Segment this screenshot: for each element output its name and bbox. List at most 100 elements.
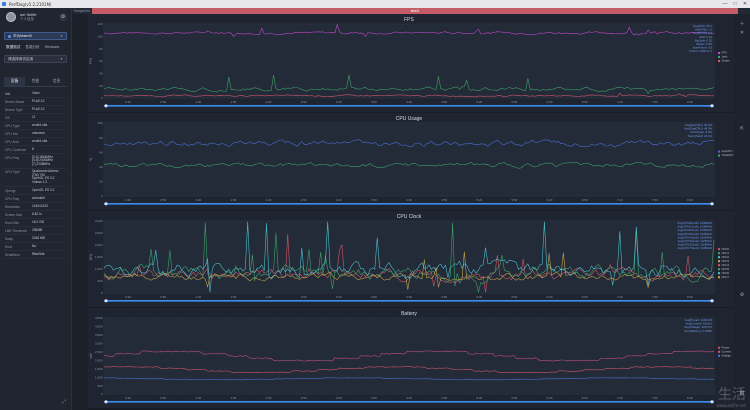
info-value: PLA0-10 — [32, 98, 45, 103]
legend-stat: Avg(Voltage): 4227mV — [684, 325, 712, 329]
chart-cpu[interactable]: CPU Usage% 100 80 60 40 20 0 0:20 0:50 1:20 1:50 2:… — [88, 113, 750, 210]
chart-svg-battery: Battery mW 4,500 4,000 3,500 3,000 2,500 2,000 1… — [88, 308, 750, 408]
info-value: 6.82 in — [32, 211, 42, 216]
series-line-jank — [103, 74, 715, 95]
y-axis-label: % — [89, 158, 93, 161]
user-profile-link[interactable]: 个人信息 — [20, 17, 34, 21]
legend-item: CPU4 — [722, 263, 730, 267]
table-row: CPU Freq schedutil — [4, 195, 67, 204]
legend-stat: Stutter: 0.0% — [696, 42, 713, 46]
table-row: CPU Freq [0-3] 1804MHz [4-6] 2400MHz [7] … — [4, 154, 67, 169]
title-bar: PerfDog(v5.2.2101M) — □ ✕ — [0, 0, 750, 8]
legend-stat: Drop(FPS): 0.0 — [693, 31, 712, 35]
legend-swatch — [718, 260, 720, 263]
y-tick-label: 0 — [101, 392, 103, 396]
x-tick-label: 2:20 — [266, 198, 272, 202]
y-tick-label: 60 — [99, 59, 103, 63]
x-tick-label: 1:20 — [195, 198, 201, 202]
link-data-test[interactable]: 数据测试 — [6, 45, 21, 49]
x-tick-label: 5:50 — [511, 100, 517, 104]
x-tick-label: 2:50 — [301, 198, 307, 202]
tab-device[interactable]: 设备 — [4, 77, 25, 86]
right-rail: ＋ ✕ ⇱ ⚙ ▤ — [734, 14, 750, 410]
legend-swatch — [718, 350, 720, 353]
scrollbar-handle-left — [104, 104, 108, 108]
chart-clock[interactable]: CPU Clock MHz 3,000 2,500 2,000 1,500 1,000 500… — [88, 211, 750, 307]
legend-item: FPS — [722, 51, 728, 55]
device-select[interactable]: 华为Mate40 ▼ — [4, 32, 67, 40]
close-icon[interactable]: ✕ — [739, 30, 745, 36]
x-tick-label: 4:20 — [406, 100, 412, 104]
collapse-icon[interactable]: ⤢ — [62, 399, 67, 405]
label-bar[interactable]: label1 — [92, 8, 738, 14]
chart-fps[interactable]: FPS FPS 120 100 80 60 40 20 0 0:20 0:50 1:20 1:50 2:2… — [88, 14, 750, 112]
link-windows[interactable]: Windows — [44, 45, 60, 49]
y-tick-label: 2,000 — [95, 358, 103, 362]
x-tick-label: 3:20 — [336, 396, 342, 400]
time-scrollbar — [104, 203, 714, 205]
app-select[interactable]: 请选择测试应用 ▼ — [4, 55, 67, 63]
time-scrollbar — [104, 105, 714, 107]
info-value: 16.0 GB — [32, 219, 44, 224]
legend-swatch — [718, 60, 720, 62]
legend-stat: FTime>=100ms: 0 — [689, 49, 712, 53]
series-line-bigjank — [103, 92, 715, 98]
scrollbar-handle-right — [710, 299, 714, 303]
table-row: CPU Arch arm64-v8a — [4, 138, 67, 146]
info-value: f9ba2bfa — [32, 251, 45, 256]
y-tick-label: 3,000 — [95, 219, 103, 223]
y-tick-label: 2,000 — [95, 243, 103, 247]
time-scrollbar — [104, 401, 714, 403]
legend-item: Power — [722, 345, 730, 349]
x-tick-label: 0:50 — [160, 198, 166, 202]
chart-battery[interactable]: Battery mW 4,500 4,000 3,500 3,000 2,500 2,000 1… — [88, 308, 750, 408]
chart-title: CPU Usage — [396, 116, 423, 122]
info-key: CPU Freq — [5, 155, 20, 160]
legend-stat: Sum(Battery): 0.30Wh — [684, 329, 712, 333]
y-axis-label: FPS — [89, 58, 93, 64]
maximize-button[interactable]: □ — [733, 1, 737, 7]
series-line-current — [103, 366, 715, 374]
info-value: 256MB — [32, 227, 43, 232]
legend-swatch — [718, 354, 720, 357]
info-key: CPU Type — [5, 123, 20, 128]
chart-svg-clock: CPU Clock MHz 3,000 2,500 2,000 1,500 1,000 500… — [88, 211, 750, 307]
close-button[interactable]: ✕ — [742, 1, 748, 7]
legend-stat: Var(FPS): 1.2 — [695, 28, 712, 32]
x-tick-label: 3:50 — [371, 295, 377, 299]
minimize-button[interactable]: — — [722, 1, 728, 7]
app-logo-icon — [2, 2, 6, 6]
table-row: GPU Type Qualcomm Adreno (TM) 740 OpenGL … — [4, 169, 67, 188]
sample-out-button[interactable]: SampleOut — [74, 9, 90, 13]
x-tick-label: 0:20 — [125, 100, 131, 104]
tab-performance[interactable]: 性能 — [31, 79, 40, 83]
tab-info[interactable]: 信息 — [52, 79, 61, 83]
y-tick-label: 0 — [101, 291, 103, 295]
x-tick-label: 5:20 — [476, 396, 482, 400]
series-line-appcpu — [103, 161, 715, 169]
info-value: arm64-v8a — [32, 122, 48, 127]
chart-icon[interactable]: ▤ — [739, 390, 745, 396]
link-perf-analysis[interactable]: 性能分析 — [25, 45, 40, 49]
info-key: Device Name — [5, 99, 25, 104]
add-icon[interactable]: ＋ — [739, 20, 745, 27]
legend-item: CPU1 — [722, 251, 730, 255]
info-key: Opengl — [5, 188, 16, 193]
x-tick-label: 4:50 — [441, 198, 447, 202]
gear-icon[interactable]: ⚙ — [59, 13, 67, 21]
info-key: Device Type — [5, 107, 23, 112]
series-line-power — [103, 350, 715, 362]
x-tick-label: 6:50 — [582, 100, 588, 104]
y-tick-label: 3,500 — [95, 333, 103, 337]
chart-title: CPU Clock — [397, 214, 422, 220]
gear-icon[interactable]: ⚙ — [739, 292, 745, 298]
y-tick-label: 3,000 — [95, 342, 103, 346]
watermark-text: 生活 — [718, 387, 746, 403]
avatar[interactable] — [6, 12, 16, 22]
x-tick-label: 3:20 — [336, 295, 342, 299]
share-icon[interactable]: ⇱ — [739, 126, 745, 132]
x-tick-label: 7:20 — [617, 198, 623, 202]
legend-stat: Avg(Power): 2164mW — [685, 318, 713, 322]
legend-stat: BigJank: 0.02 — [695, 38, 712, 42]
y-tick-label: 0 — [101, 96, 103, 100]
